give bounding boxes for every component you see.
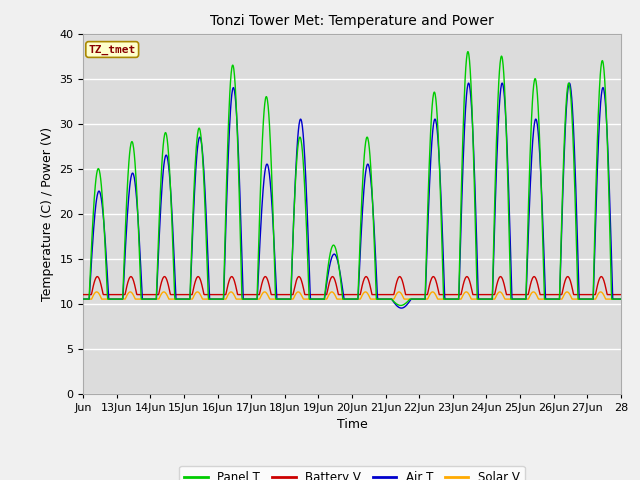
Panel T [464, 49, 472, 55]
Air T [617, 296, 625, 302]
Panel T [397, 302, 404, 308]
Solar V [355, 296, 362, 302]
Air T [450, 296, 458, 302]
Panel T [175, 296, 183, 302]
Air T [397, 305, 405, 311]
Panel T [90, 211, 97, 216]
Panel T [583, 296, 591, 302]
X-axis label: Time: Time [337, 418, 367, 431]
Panel T [79, 296, 87, 302]
Line: Air T: Air T [83, 83, 621, 308]
Solar V [79, 296, 87, 302]
Air T [175, 296, 183, 302]
Panel T [355, 287, 362, 293]
Battery V [79, 292, 87, 298]
Line: Panel T: Panel T [83, 52, 621, 305]
Line: Battery V: Battery V [83, 276, 621, 295]
Solar V [617, 296, 625, 302]
Text: TZ_tmet: TZ_tmet [88, 44, 136, 55]
Air T [583, 296, 591, 302]
Air T [79, 296, 87, 302]
Battery V [323, 292, 330, 298]
Y-axis label: Temperature (C) / Power (V): Temperature (C) / Power (V) [41, 127, 54, 300]
Panel T [323, 278, 330, 284]
Air T [355, 292, 362, 298]
Panel T [450, 296, 458, 302]
Title: Tonzi Tower Met: Temperature and Power: Tonzi Tower Met: Temperature and Power [210, 14, 494, 28]
Battery V [93, 274, 101, 279]
Air T [90, 231, 97, 237]
Legend: Panel T, Battery V, Air T, Solar V: Panel T, Battery V, Air T, Solar V [179, 466, 525, 480]
Battery V [582, 292, 590, 298]
Solar V [323, 296, 330, 302]
Line: Solar V: Solar V [83, 292, 621, 299]
Air T [323, 283, 330, 289]
Battery V [450, 292, 458, 298]
Battery V [617, 292, 625, 298]
Battery V [176, 292, 184, 298]
Air T [566, 80, 573, 86]
Solar V [93, 289, 100, 295]
Solar V [176, 296, 184, 302]
Solar V [582, 296, 590, 302]
Solar V [90, 293, 97, 299]
Battery V [90, 283, 97, 289]
Panel T [617, 296, 625, 302]
Battery V [355, 292, 362, 298]
Solar V [450, 296, 458, 302]
